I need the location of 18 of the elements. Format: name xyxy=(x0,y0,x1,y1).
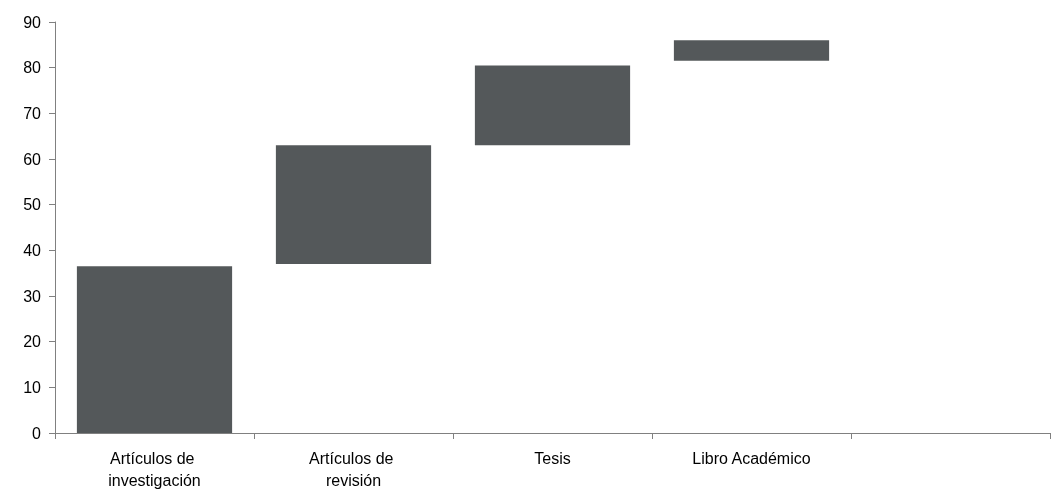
bar xyxy=(474,65,631,146)
y-tick-label: 10 xyxy=(23,378,42,396)
x-tick-label: Artículos de investigación xyxy=(108,449,201,489)
y-tick-label: 20 xyxy=(23,333,42,351)
y-tick-label: 60 xyxy=(23,150,42,168)
y-tick-label: 80 xyxy=(23,59,42,77)
x-tick-label: Libro Académico xyxy=(692,449,811,467)
x-tick-label: Artículos de revisión xyxy=(309,449,398,489)
y-tick-label: 90 xyxy=(23,13,42,31)
x-tick-label: Tesis xyxy=(534,449,571,467)
y-tick-label: 50 xyxy=(23,196,42,214)
bar xyxy=(275,145,432,265)
y-tick-label: 30 xyxy=(23,287,42,305)
y-tick-label: 40 xyxy=(23,241,42,259)
bar xyxy=(673,40,830,61)
y-tick-label: 0 xyxy=(32,424,42,442)
bar xyxy=(76,266,233,433)
y-tick-label: 70 xyxy=(23,104,42,122)
